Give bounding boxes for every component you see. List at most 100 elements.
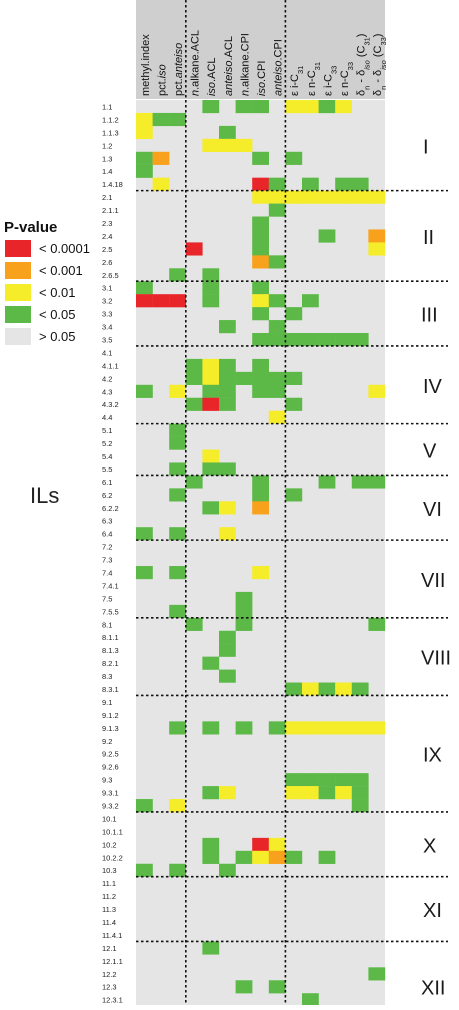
legend-label: < 0.05: [39, 307, 76, 322]
heatmap-cell: [285, 190, 303, 204]
legend-swatch: [5, 284, 31, 301]
heatmap-cell: [252, 837, 269, 852]
heatmap-cell: [202, 449, 220, 463]
column-label: methyl.index: [140, 34, 152, 96]
heatmap-cell: [351, 721, 369, 735]
heatmap-cell: [169, 488, 186, 502]
row-label: 1.3: [102, 154, 112, 163]
row-label: 1.1: [102, 103, 112, 112]
heatmap-cell: [285, 850, 303, 864]
heatmap-cell: [235, 721, 253, 735]
legend-title: P-value: [4, 219, 57, 236]
row-label: 8.2.1: [102, 659, 119, 668]
row-label: 9.3.2: [102, 802, 119, 811]
heatmap-cell: [202, 721, 220, 735]
heatmap-cell: [202, 656, 220, 670]
heatmap-cell: [285, 307, 303, 321]
heatmap-cell: [169, 423, 186, 437]
heatmap-cell: [268, 850, 286, 864]
column-label: anteiso.CPI: [273, 39, 285, 96]
heatmap-cell: [219, 138, 236, 152]
heatmap-cell: [169, 294, 186, 308]
row-label: 8.1.1: [102, 633, 119, 642]
heatmap-cell: [235, 850, 253, 864]
heatmap-cell: [202, 786, 220, 800]
row-label: 10.1.1: [102, 827, 123, 836]
row-label: 9.3.1: [102, 789, 119, 798]
heatmap-cell: [351, 786, 369, 800]
row-label: 10.1: [102, 814, 117, 823]
heatmap-cell: [185, 397, 203, 411]
heatmap-cell: [252, 307, 269, 321]
row-label: 7.2: [102, 543, 112, 552]
heatmap-cell: [302, 993, 319, 1007]
heatmap-cell: [318, 850, 336, 864]
heatmap-cell: [136, 125, 153, 140]
heatmap-cell: [169, 436, 186, 450]
row-label: 6.2: [102, 491, 112, 500]
row-label: 12.1: [102, 944, 117, 953]
heatmap-cell: [302, 333, 319, 347]
heatmap-cell: [235, 100, 253, 114]
row-label: 3.4: [102, 323, 112, 332]
row-label: 11.1: [102, 879, 116, 888]
row-label: 11.3: [102, 905, 116, 914]
heatmap-cell: [268, 333, 286, 347]
heatmap-cell: [252, 242, 269, 256]
heatmap-cell: [302, 294, 319, 308]
heatmap-cell: [252, 216, 269, 230]
heatmap-cell: [219, 397, 236, 411]
row-label: 9.1.3: [102, 724, 119, 733]
column-label: anteiso.ACL: [223, 36, 235, 96]
heatmap-cell: [185, 371, 203, 385]
heatmap-cell: [219, 786, 236, 800]
row-label: 3.3: [102, 310, 112, 319]
row-label: 9.2.6: [102, 763, 119, 772]
heatmap-cell: [268, 190, 286, 204]
heatmap-cell: [368, 967, 386, 981]
group-label-iv: IV: [423, 376, 443, 398]
heatmap-cell: [335, 786, 352, 800]
row-label: 10.3: [102, 866, 117, 875]
heatmap-cell: [285, 397, 303, 411]
heatmap-cell: [318, 786, 336, 800]
row-label: 4.2: [102, 374, 112, 383]
heatmap-cell: [235, 591, 253, 606]
heatmap-cell: [302, 190, 319, 204]
heatmap-cell: [368, 242, 386, 256]
heatmap-cell: [136, 384, 153, 398]
heatmap-cell: [219, 125, 236, 140]
row-label: 5.5: [102, 465, 112, 474]
row-label: 2.1.1: [102, 206, 119, 215]
heatmap-cell: [285, 488, 303, 502]
row-label: 9.2.5: [102, 750, 119, 759]
group-label-xii: XII: [421, 978, 445, 1000]
legend-label: < 0.001: [39, 263, 83, 278]
heatmap-cell: [219, 643, 236, 657]
heatmap-cell: [335, 177, 352, 191]
row-label: 2.4: [102, 232, 112, 241]
heatmap-cell: [152, 294, 170, 308]
heatmap-cell: [185, 475, 203, 489]
row-label: 5.2: [102, 439, 112, 448]
row-label: 2.1: [102, 193, 112, 202]
column-header-background: [136, 0, 385, 99]
heatmap-cell: [368, 475, 386, 489]
row-label: 10.2.2: [102, 853, 123, 862]
row-label: 2.6.5: [102, 271, 119, 280]
heatmap-cell: [252, 358, 269, 373]
row-label: 1.1.3: [102, 128, 119, 137]
heatmap-cell: [302, 721, 319, 735]
heatmap-cell: [252, 371, 269, 385]
column-label: iso.ACL: [206, 57, 218, 96]
heatmap-cell: [318, 475, 336, 489]
row-label: 4.4: [102, 413, 112, 422]
heatmap-cell: [318, 721, 336, 735]
group-label-xi: XI: [423, 900, 442, 922]
row-label: 1.1.2: [102, 115, 119, 124]
heatmap-cell: [268, 371, 286, 385]
heatmap-cell: [219, 501, 236, 515]
heatmap-cell: [185, 242, 203, 256]
heatmap-cell: [235, 604, 253, 618]
